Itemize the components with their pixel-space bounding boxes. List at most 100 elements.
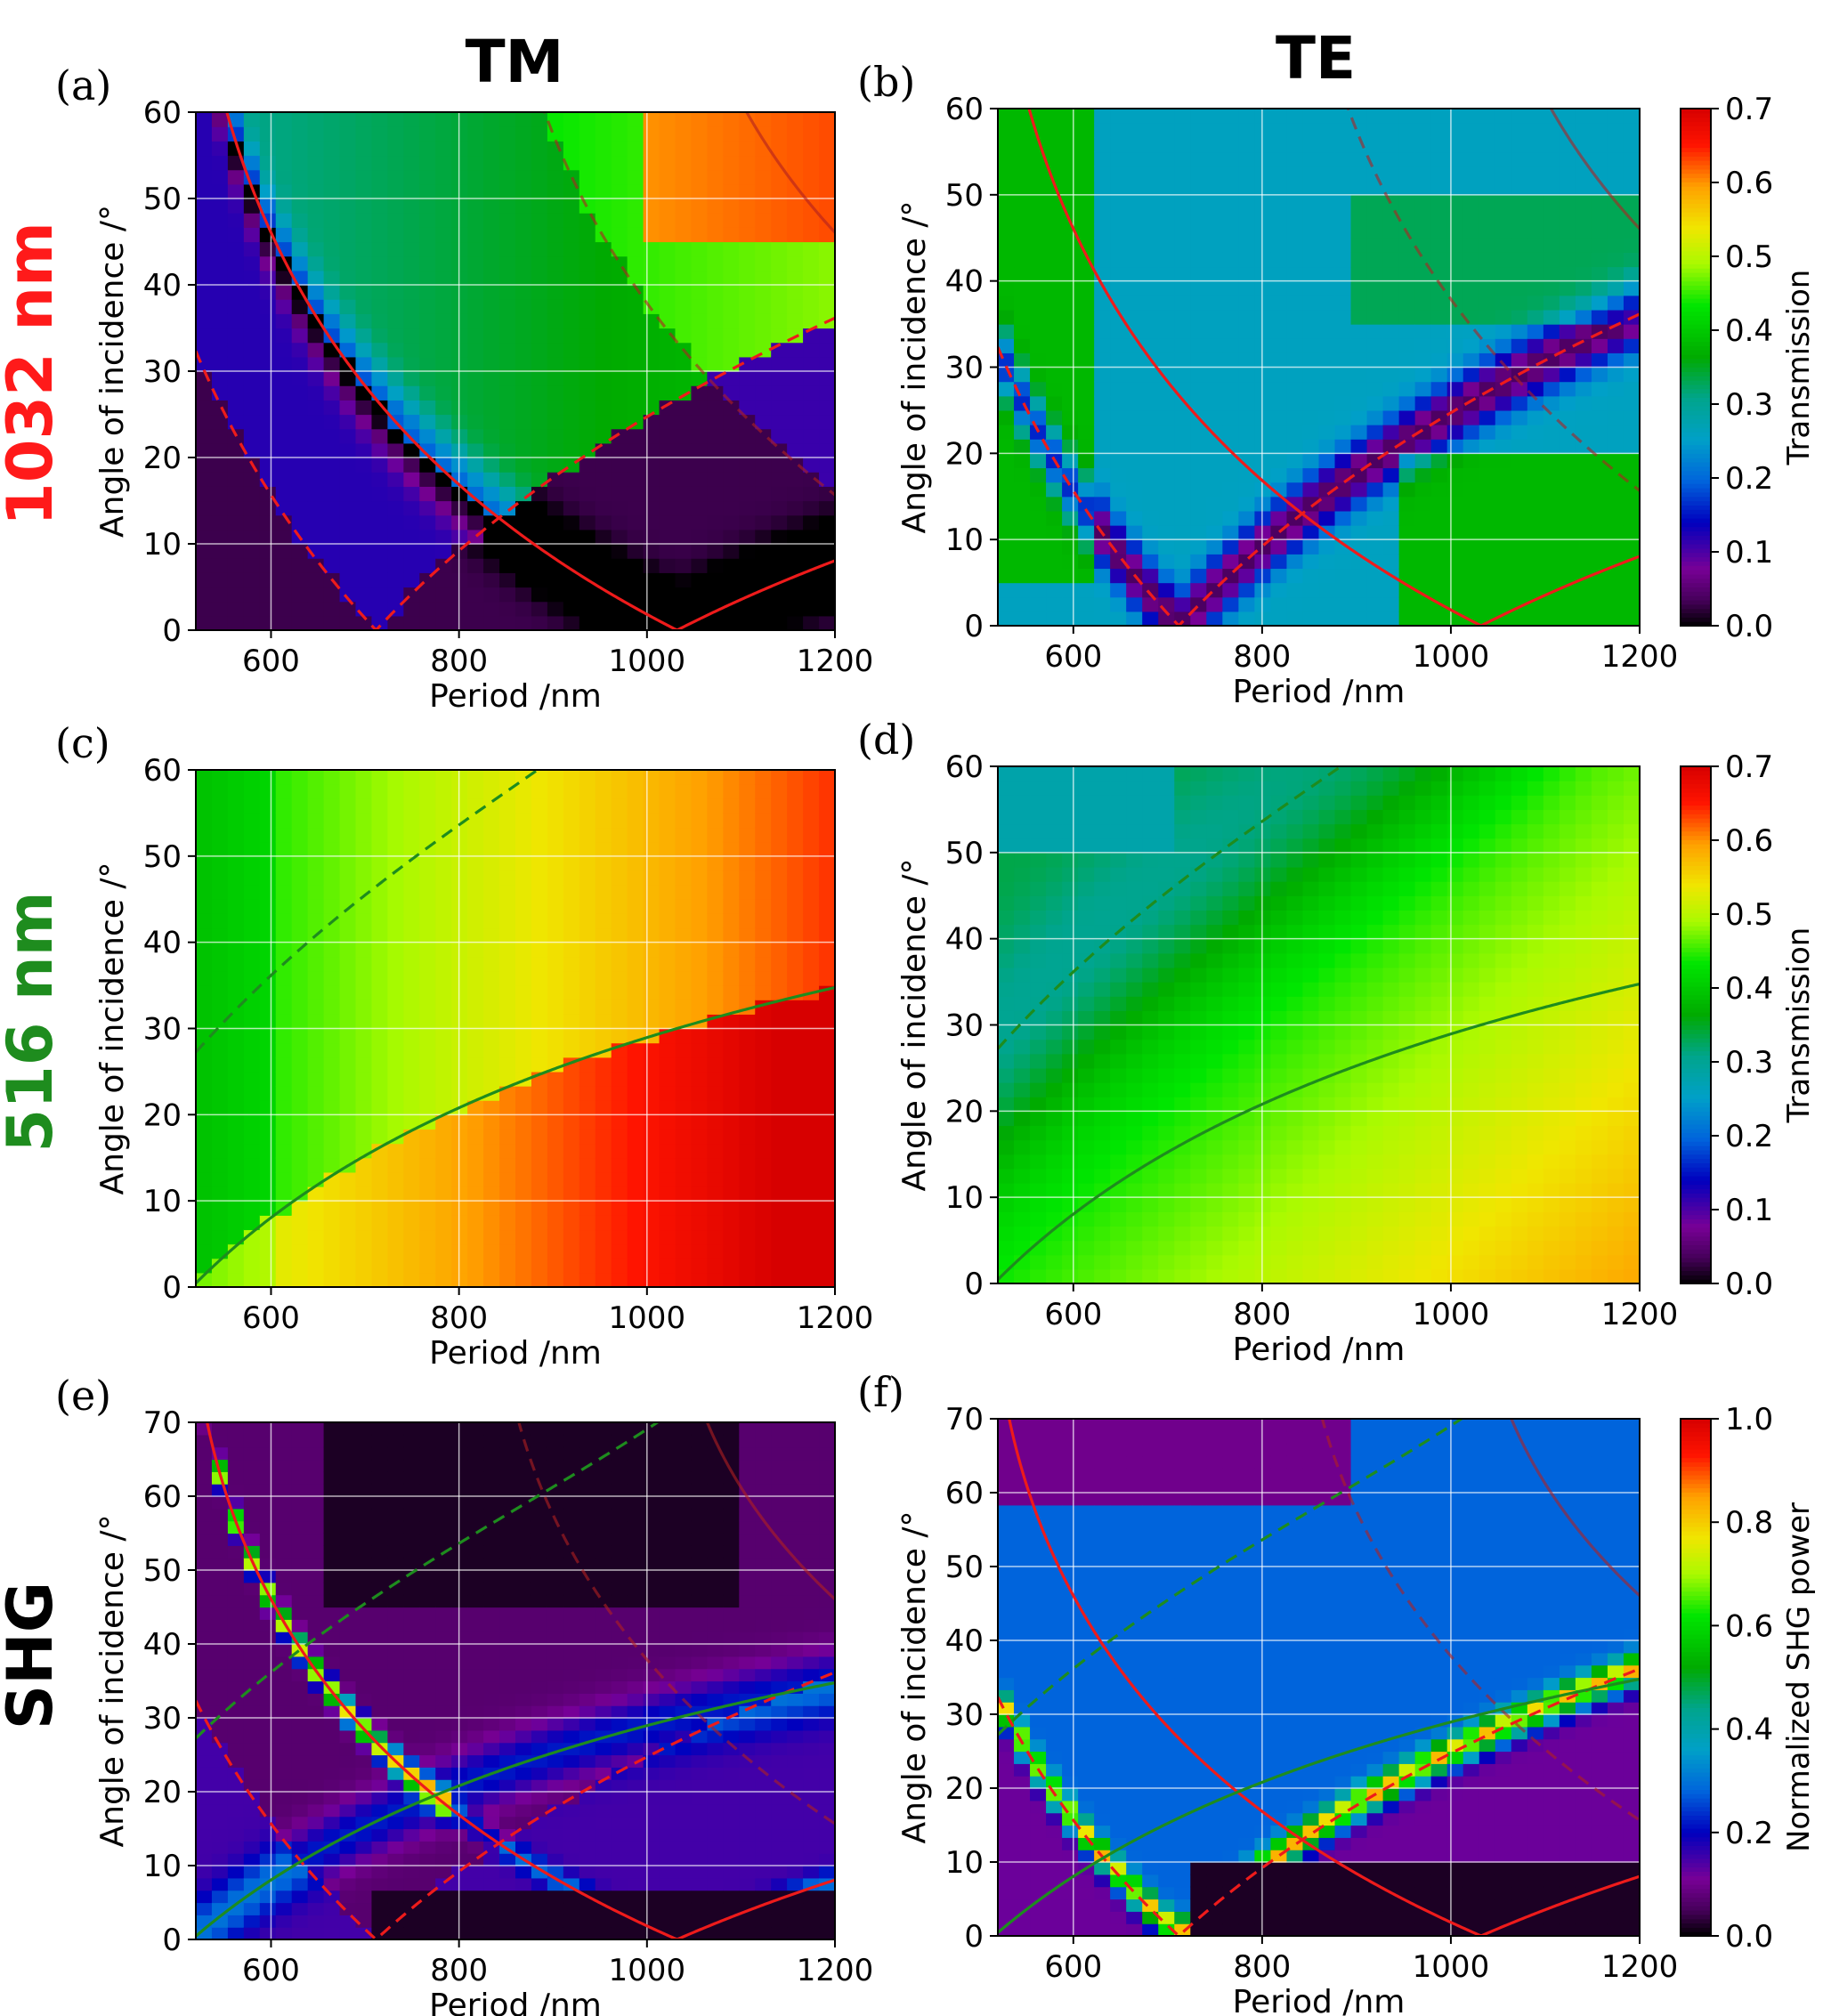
heatmap-cell bbox=[323, 442, 341, 458]
heatmap-cell bbox=[1142, 866, 1159, 882]
heatmap-cell bbox=[1094, 238, 1111, 253]
heatmap-cell bbox=[323, 227, 341, 243]
heatmap-cell bbox=[691, 371, 708, 386]
heatmap-cell bbox=[1350, 208, 1368, 224]
heatmap-cell bbox=[739, 126, 756, 142]
heatmap-cell bbox=[1142, 309, 1159, 325]
heatmap-cell bbox=[1414, 223, 1432, 239]
heatmap-cell bbox=[1046, 924, 1063, 940]
heatmap-cell bbox=[547, 1000, 564, 1015]
heatmap-cell bbox=[275, 927, 293, 943]
heatmap-cell bbox=[723, 486, 740, 502]
heatmap-cell bbox=[1334, 266, 1352, 282]
heatmap-cell bbox=[483, 913, 500, 929]
heatmap-cell bbox=[371, 855, 388, 871]
heatmap-cell bbox=[1126, 439, 1143, 454]
heatmap-cell bbox=[499, 356, 516, 372]
heatmap-cell bbox=[723, 572, 740, 588]
heatmap-cell bbox=[707, 985, 724, 1000]
heatmap-cell bbox=[723, 342, 740, 358]
heatmap-cell bbox=[1414, 208, 1432, 224]
heatmap-cell bbox=[1430, 109, 1448, 124]
heatmap-cell bbox=[275, 1057, 293, 1073]
heatmap-cell bbox=[998, 409, 1015, 425]
heatmap-cell bbox=[1462, 467, 1480, 483]
heatmap-cell bbox=[1030, 381, 1047, 397]
heatmap-cell bbox=[1158, 1097, 1175, 1112]
heatmap-cell bbox=[1270, 453, 1288, 469]
heatmap-cell bbox=[1302, 381, 1320, 397]
heatmap-cell bbox=[1350, 510, 1368, 526]
heatmap-cell bbox=[1270, 309, 1288, 325]
heatmap-cell bbox=[819, 1086, 836, 1101]
heatmap-cell bbox=[547, 841, 564, 857]
heatmap-cell bbox=[403, 572, 420, 588]
heatmap-cell bbox=[659, 241, 677, 257]
heatmap-cell bbox=[243, 615, 261, 631]
heatmap-cell bbox=[1062, 381, 1079, 397]
heatmap-cell bbox=[323, 870, 341, 886]
heatmap-cell bbox=[1462, 409, 1480, 425]
heatmap-cell bbox=[1543, 151, 1560, 167]
heatmap-cell bbox=[595, 500, 612, 516]
heatmap-cell bbox=[659, 841, 677, 857]
heatmap-cell bbox=[547, 1272, 564, 1288]
heatmap-cell bbox=[323, 414, 341, 430]
heatmap-cell bbox=[1334, 510, 1352, 526]
heatmap-cell bbox=[419, 183, 436, 199]
heatmap-cell bbox=[1062, 611, 1079, 627]
heatmap-cell bbox=[196, 486, 213, 502]
heatmap-cell bbox=[339, 1171, 357, 1187]
heatmap-cell bbox=[1222, 1183, 1239, 1198]
heatmap-cell bbox=[355, 601, 373, 617]
heatmap-cell bbox=[1254, 123, 1272, 138]
heatmap-cell bbox=[403, 1028, 420, 1044]
heatmap-cell bbox=[1446, 381, 1464, 397]
heatmap-cell bbox=[419, 587, 436, 603]
heatmap-cell bbox=[1126, 409, 1143, 425]
heatmap-cell bbox=[419, 1186, 436, 1202]
heatmap-cell bbox=[1158, 280, 1175, 296]
heatmap-cell bbox=[1543, 309, 1560, 325]
heatmap-cell bbox=[1142, 1010, 1159, 1026]
heatmap-cell bbox=[771, 558, 788, 573]
heatmap-cell bbox=[691, 428, 708, 444]
heatmap-cell bbox=[707, 1186, 724, 1202]
heatmap-cell bbox=[1430, 338, 1448, 353]
heatmap-cell bbox=[451, 442, 468, 458]
heatmap-cell bbox=[419, 1243, 436, 1259]
heatmap-cell bbox=[323, 544, 341, 559]
heatmap-cell bbox=[1078, 924, 1095, 940]
heatmap-cell bbox=[259, 270, 277, 286]
heatmap-cell bbox=[998, 1067, 1015, 1083]
heatmap-cell bbox=[1623, 151, 1641, 167]
heatmap-cell bbox=[515, 985, 532, 1000]
heatmap-cell bbox=[307, 913, 325, 929]
heatmap-cell bbox=[1110, 525, 1127, 540]
heatmap-cell bbox=[1158, 809, 1175, 825]
heatmap-cell bbox=[531, 529, 548, 545]
heatmap-cell bbox=[1110, 352, 1127, 368]
heatmap-cell bbox=[1190, 166, 1207, 182]
y-axis-label: Angle of incidence /° bbox=[94, 205, 131, 538]
heatmap-cell bbox=[1286, 123, 1304, 138]
heatmap-cell bbox=[211, 1229, 229, 1245]
heatmap-cell bbox=[1190, 109, 1207, 124]
heatmap-cell bbox=[211, 285, 229, 300]
heatmap-cell bbox=[387, 183, 404, 199]
heatmap-cell bbox=[627, 899, 644, 914]
heatmap-cell bbox=[1318, 280, 1336, 296]
heatmap-cell bbox=[1190, 252, 1207, 268]
heatmap-cell bbox=[1190, 1268, 1207, 1284]
heatmap-cell bbox=[1206, 1211, 1223, 1227]
heatmap-cell bbox=[739, 472, 756, 487]
heatmap-cell bbox=[196, 198, 213, 214]
heatmap-cell bbox=[419, 813, 436, 829]
heatmap-cell bbox=[339, 299, 357, 314]
heatmap-cell bbox=[755, 500, 772, 516]
heatmap-cell bbox=[323, 1243, 341, 1259]
heatmap-cell bbox=[739, 544, 756, 559]
heatmap-cell bbox=[275, 155, 293, 171]
heatmap-cell bbox=[499, 1272, 516, 1288]
heatmap-cell bbox=[1302, 123, 1320, 138]
